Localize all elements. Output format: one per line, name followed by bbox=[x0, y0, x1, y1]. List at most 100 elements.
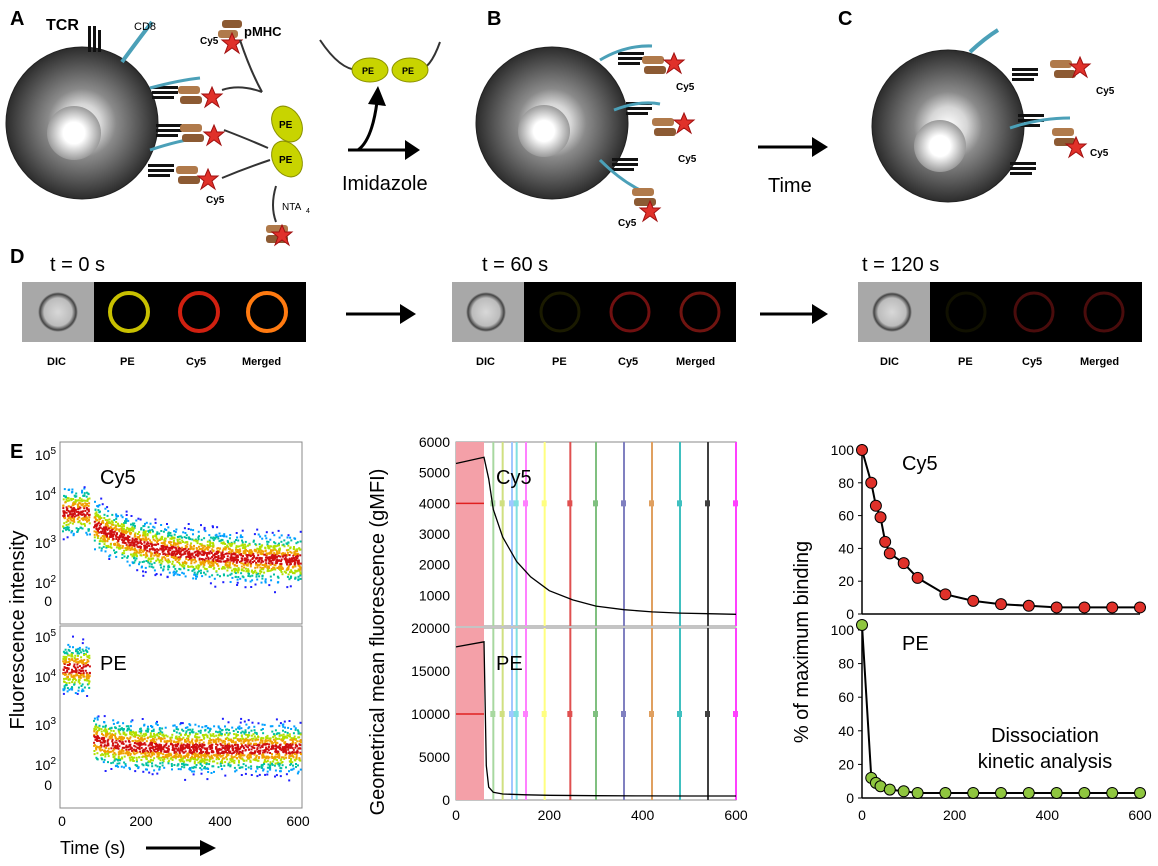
density-point bbox=[293, 735, 296, 738]
density-point bbox=[280, 565, 283, 568]
density-point bbox=[78, 652, 80, 655]
density-point bbox=[73, 663, 76, 666]
density-point bbox=[182, 531, 185, 534]
density-point bbox=[222, 541, 225, 544]
density-point bbox=[200, 538, 203, 541]
density-point bbox=[220, 554, 223, 557]
density-point bbox=[164, 754, 167, 757]
density-point bbox=[217, 564, 220, 567]
density-point bbox=[109, 546, 112, 549]
density-point bbox=[81, 513, 84, 516]
density-point bbox=[289, 563, 292, 566]
density-point bbox=[236, 584, 239, 586]
density-point bbox=[212, 543, 215, 545]
pct-data-point bbox=[1134, 786, 1146, 799]
density-point bbox=[117, 757, 120, 760]
density-point bbox=[215, 742, 218, 745]
density-point bbox=[280, 571, 283, 573]
density-point bbox=[232, 562, 234, 565]
density-point bbox=[175, 528, 178, 531]
density-point bbox=[282, 751, 285, 754]
density-point bbox=[231, 569, 233, 572]
density-point bbox=[78, 678, 81, 681]
density-point bbox=[251, 746, 254, 749]
density-point bbox=[151, 773, 154, 776]
density-point bbox=[134, 538, 137, 541]
density-point bbox=[150, 759, 152, 762]
density-point bbox=[88, 513, 91, 516]
density-point bbox=[97, 715, 100, 718]
density-point bbox=[264, 773, 267, 776]
density-point bbox=[142, 550, 144, 553]
density-point bbox=[193, 751, 196, 754]
svg-text:600: 600 bbox=[286, 813, 310, 829]
density-point bbox=[179, 734, 182, 737]
density-point bbox=[210, 564, 213, 567]
density-point bbox=[145, 560, 148, 562]
density-point bbox=[213, 554, 216, 557]
density-point bbox=[217, 740, 220, 743]
density-point bbox=[299, 739, 302, 742]
density-point bbox=[137, 546, 140, 549]
density-point bbox=[171, 547, 174, 550]
density-point bbox=[240, 751, 243, 754]
density-point bbox=[202, 741, 205, 744]
density-point bbox=[239, 750, 241, 753]
density-point bbox=[228, 563, 231, 566]
density-point bbox=[81, 642, 84, 645]
density-point bbox=[239, 747, 242, 750]
density-point bbox=[282, 552, 285, 555]
density-point bbox=[62, 668, 65, 671]
density-point bbox=[115, 514, 118, 517]
density-point bbox=[83, 654, 86, 656]
density-point bbox=[262, 768, 265, 771]
density-point bbox=[265, 746, 268, 749]
density-point bbox=[197, 564, 200, 567]
density-point bbox=[294, 562, 297, 565]
density-point bbox=[121, 738, 124, 741]
density-point bbox=[106, 539, 109, 542]
density-point bbox=[110, 747, 113, 750]
density-point bbox=[96, 740, 99, 742]
density-point bbox=[104, 729, 107, 731]
density-point bbox=[287, 748, 290, 751]
density-point bbox=[257, 744, 260, 747]
density-point bbox=[96, 730, 99, 733]
density-point bbox=[137, 742, 140, 745]
density-point bbox=[185, 755, 187, 757]
density-point bbox=[65, 524, 68, 526]
density-point bbox=[67, 519, 70, 522]
pct-data-point bbox=[911, 786, 924, 799]
density-point bbox=[150, 563, 153, 566]
density-point bbox=[195, 554, 197, 556]
density-point bbox=[273, 734, 276, 737]
density-point bbox=[231, 744, 234, 747]
density-point bbox=[248, 549, 251, 552]
density-point bbox=[232, 557, 235, 560]
density-point bbox=[249, 565, 252, 568]
density-point bbox=[263, 571, 266, 574]
density-point bbox=[200, 569, 202, 572]
density-point bbox=[191, 755, 193, 758]
density-point bbox=[184, 746, 187, 749]
density-point bbox=[271, 762, 273, 765]
density-point bbox=[94, 548, 96, 551]
density-point bbox=[253, 560, 256, 562]
density-point bbox=[193, 746, 196, 749]
density-point bbox=[296, 569, 299, 572]
density-point bbox=[169, 543, 172, 546]
density-point bbox=[133, 748, 135, 751]
density-point bbox=[202, 754, 205, 757]
density-point bbox=[276, 737, 279, 740]
density-point bbox=[170, 739, 173, 742]
density-point bbox=[162, 746, 165, 749]
density-point bbox=[144, 566, 147, 569]
density-point bbox=[110, 762, 113, 765]
density-point bbox=[177, 747, 180, 750]
svg-text:105: 105 bbox=[35, 446, 57, 463]
density-point bbox=[138, 531, 141, 534]
density-point bbox=[80, 667, 83, 670]
density-point bbox=[151, 754, 154, 757]
density-point bbox=[207, 727, 210, 730]
density-point bbox=[73, 677, 75, 680]
